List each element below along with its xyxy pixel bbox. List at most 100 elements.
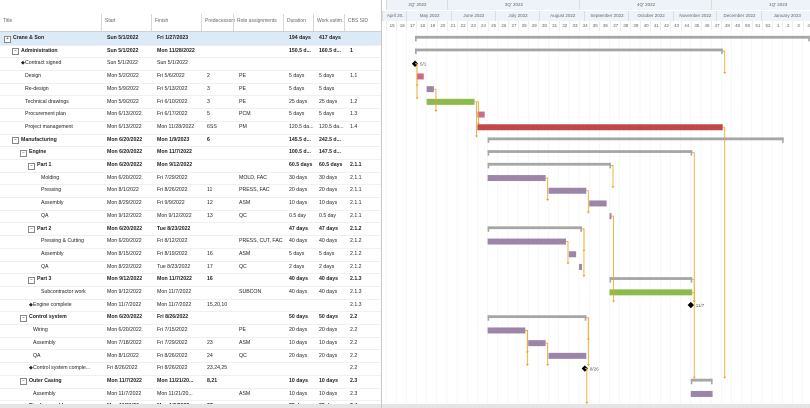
- dependency-link: [415, 63, 418, 99]
- table-row[interactable]: QA Mon 8/22/2022 Tue 8/23/2022 17 QC 2 days 2 …: [0, 261, 381, 275]
- table-row[interactable]: Design Mon 5/2/2022 Fri 5/6/2022 2 PE 5 days 5…: [0, 70, 381, 84]
- timeline-week: 2: [782, 21, 793, 31]
- timeline-week: 21: [446, 21, 458, 31]
- table-row[interactable]: QA Mon 9/12/2022 Mon 9/12/2022 13 QC 0.5 day 0…: [0, 210, 381, 224]
- timeline-quarter: 2Q' 2022: [386, 0, 448, 10]
- task-bar[interactable]: [426, 98, 475, 105]
- expand-icon[interactable]: +: [4, 35, 11, 43]
- task-bar[interactable]: [690, 390, 713, 397]
- cell-work: 10 days: [319, 390, 338, 397]
- timeline-week: 24: [477, 21, 488, 31]
- task-bar[interactable]: [416, 73, 424, 80]
- summary-bar[interactable]: [487, 226, 582, 230]
- task-bar[interactable]: [477, 124, 723, 131]
- timeline-week: 31: [548, 21, 560, 31]
- col-cbs-sid[interactable]: CBS SID: [348, 18, 369, 24]
- table-row[interactable]: Molding Mon 6/20/2022 Fri 7/29/2022 MOLD, F…: [0, 172, 381, 186]
- cell-finish: Mon 11/21/20...: [157, 377, 194, 384]
- cell-work: 5 days: [319, 111, 335, 118]
- task-bar[interactable]: [568, 251, 577, 258]
- cell-duration: 150.5 d...: [289, 47, 311, 54]
- collapse-icon[interactable]: −: [20, 149, 27, 157]
- task-bar[interactable]: [609, 289, 693, 296]
- timeline-week: 16: [396, 21, 407, 31]
- table-row[interactable]: Control system comple... Fri 8/26/2022 Fri…: [0, 362, 381, 376]
- task-bar[interactable]: [487, 175, 546, 182]
- cell-predecessors: 16: [207, 276, 213, 283]
- cell-cbs: 2.1.1: [350, 212, 362, 219]
- grid-scrollbar[interactable]: [0, 404, 381, 408]
- timeline-week: 45: [690, 21, 702, 31]
- table-row[interactable]: Assembly Mon 8/29/2022 Fri 9/9/2022 12 ASM 10…: [0, 197, 381, 211]
- col-finish[interactable]: Finish: [155, 18, 169, 24]
- table-row[interactable]: Pressing Mon 8/1/2022 Fri 8/26/2022 11 PRESS…: [0, 184, 381, 199]
- collapse-icon[interactable]: −: [28, 162, 35, 170]
- table-row[interactable]: Assembly Mon 7/18/2022 Fri 7/29/2022 23 ASM 1…: [0, 337, 381, 351]
- table-row[interactable]: Manufacturing Mon 6/20/2022 Mon 1/9/2023 6 1…: [0, 134, 381, 148]
- task-bar[interactable]: [609, 213, 612, 220]
- table-row[interactable]: Outer Casing Mon 11/7/2022 Mon 11/21/20...…: [0, 375, 381, 389]
- col-title[interactable]: Title: [3, 18, 13, 24]
- timeline-week: 22: [457, 21, 468, 31]
- table-row[interactable]: Part 1 Mon 6/20/2022 Mon 9/12/2022 60.5 day…: [0, 159, 381, 173]
- task-bar[interactable]: [477, 111, 485, 118]
- cell-start: Mon 5/2/2022: [107, 73, 139, 80]
- table-row[interactable]: Project management Mon 6/13/2022 Mon 11/28…: [0, 121, 381, 135]
- table-row[interactable]: Engine complete Mon 11/7/2022 Mon 11/7/202…: [0, 299, 381, 313]
- table-row[interactable]: Wiring Mon 6/20/2022 Fri 7/15/2022 PE 20 day…: [0, 324, 381, 338]
- summary-bar[interactable]: [415, 48, 723, 52]
- task-bar[interactable]: [487, 238, 566, 245]
- task-bar[interactable]: [579, 263, 582, 270]
- task-bar[interactable]: [548, 187, 587, 194]
- timeline-week: 4: [802, 21, 810, 31]
- summary-bar[interactable]: [487, 162, 611, 166]
- summary-bar[interactable]: [487, 315, 587, 319]
- cell-duration: 20 days: [289, 187, 308, 194]
- table-row[interactable]: Part 2 Mon 6/20/2022 Tue 8/23/2022 47 days 4…: [0, 223, 381, 237]
- col-role-assignments[interactable]: Role assignments: [237, 18, 277, 24]
- summary-bar[interactable]: [487, 137, 784, 141]
- collapse-icon[interactable]: −: [20, 378, 27, 386]
- table-row[interactable]: Crane & Son Sun 5/1/2022 Fri 1/27/2023 194 …: [0, 32, 381, 46]
- task-bar[interactable]: [487, 327, 526, 334]
- table-row[interactable]: Re-design Mon 5/9/2022 Fri 5/13/2022 3 PE 5 d…: [0, 83, 381, 97]
- dependency-arrow: [546, 198, 550, 201]
- cell-finish: Fri 7/29/2022: [157, 339, 188, 346]
- task-grid: Title Start Finish Predecessors Role ass…: [0, 0, 382, 408]
- collapse-icon[interactable]: −: [28, 226, 35, 233]
- cell-cbs: 1.2: [350, 98, 358, 105]
- table-row[interactable]: Part 3 Mon 9/12/2022 Mon 11/7/2022 16 40 day…: [0, 273, 381, 287]
- collapse-icon[interactable]: −: [28, 276, 35, 284]
- task-bar[interactable]: [589, 200, 607, 207]
- collapse-icon[interactable]: −: [20, 314, 27, 322]
- task-bar[interactable]: [426, 86, 434, 93]
- col-predecessors[interactable]: Predecessors: [205, 18, 235, 24]
- table-row[interactable]: Subcontractor work Mon 9/12/2022 Mon 11/7/…: [0, 286, 381, 300]
- task-bar[interactable]: [548, 352, 587, 359]
- summary-bar[interactable]: [487, 150, 693, 153]
- table-row[interactable]: Technical drawings Mon 5/9/2022 Fri 6/10/2…: [0, 96, 381, 110]
- table-row[interactable]: Assembly Mon 11/7/2022 Mon 11/21/20... ASM 1…: [0, 388, 381, 402]
- table-row[interactable]: Engine Mon 6/20/2022 Mon 11/7/2022 100.5 d.…: [0, 146, 381, 160]
- table-row[interactable]: Assembly Mon 8/15/2022 Fri 8/19/2022 16 ASM 5…: [0, 248, 381, 262]
- table-row[interactable]: Control system Mon 6/20/2022 Fri 8/26/2022…: [0, 311, 381, 326]
- summary-bar[interactable]: [690, 378, 713, 382]
- cell-title: QA: [33, 352, 41, 359]
- collapse-icon[interactable]: −: [12, 48, 19, 56]
- chart-scrollbar[interactable]: [382, 404, 810, 408]
- table-row[interactable]: Pressing & Cutting Mon 6/20/2022 Fri 8/12/…: [0, 235, 381, 249]
- summary-bar[interactable]: [609, 277, 693, 280]
- table-row[interactable]: QA Mon 8/1/2022 Fri 8/26/2022 24 QC 20 days 20…: [0, 350, 381, 364]
- col-duration[interactable]: Duration: [287, 18, 306, 24]
- task-bar[interactable]: [528, 340, 546, 347]
- cell-duration: 100.5 d...: [289, 149, 311, 156]
- cell-start: Mon 5/9/2022: [107, 98, 139, 105]
- cell-title: QA: [41, 263, 49, 270]
- table-row[interactable]: Contract signed Sun 5/1/2022 Sun 5/1/2022 ◆: [0, 57, 381, 72]
- table-row[interactable]: Administration Sun 5/1/2022 Mon 11/28/2022…: [0, 45, 381, 59]
- col-work-estimate[interactable]: Work estim.: [317, 18, 344, 24]
- col-start[interactable]: Start: [105, 18, 116, 24]
- summary-bar[interactable]: [415, 35, 810, 39]
- collapse-icon[interactable]: −: [12, 137, 19, 145]
- table-row[interactable]: Procurement plan Mon 6/13/2022 Fri 6/17/20…: [0, 108, 381, 122]
